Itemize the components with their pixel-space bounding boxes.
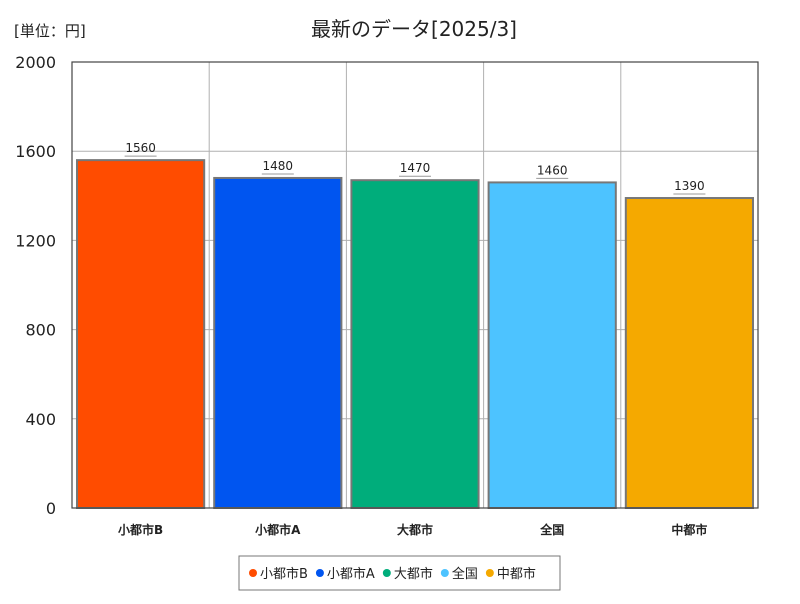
bar xyxy=(76,159,206,509)
y-tick-label: 0 xyxy=(46,499,56,518)
legend-label: 小都市A xyxy=(327,566,375,582)
tick-labels: 0 400 800 1200 1600 2000 小都市B 小都市A 大都市 全国 中都市 xyxy=(15,53,707,537)
data-label: 1470 xyxy=(400,161,431,175)
data-label: 1480 xyxy=(263,159,294,173)
legend-marker xyxy=(382,569,391,577)
y-tick-label: 800 xyxy=(25,321,56,340)
legend-label: 小都市B xyxy=(260,566,308,582)
bar xyxy=(624,197,754,509)
data-labels: 1560 1480 1470 1460 1390 xyxy=(124,141,706,195)
legend-marker xyxy=(440,569,449,577)
y-tick-label: 400 xyxy=(25,410,56,429)
legend-label: 大都市 xyxy=(394,566,433,582)
bars xyxy=(76,159,754,510)
bar xyxy=(350,179,480,509)
y-tick-label: 2000 xyxy=(15,53,56,72)
axes xyxy=(71,61,759,509)
bar xyxy=(213,176,343,510)
x-tick-label: 全国 xyxy=(539,522,564,537)
legend: 小都市B 小都市A 大都市 全国 中都市 xyxy=(238,555,561,591)
legend-marker xyxy=(249,569,257,577)
y-tick-label: 1200 xyxy=(15,231,56,250)
x-tick-label: 小都市A xyxy=(255,522,301,537)
plot-frame xyxy=(71,61,759,509)
legend-label: 全国 xyxy=(452,566,478,582)
legend-marker xyxy=(315,569,324,577)
unit-label: [単位：円] xyxy=(14,22,86,40)
x-tick-label: 小都市B xyxy=(118,522,163,537)
legend-box xyxy=(238,555,561,591)
bar xyxy=(487,181,617,509)
legend-marker xyxy=(485,569,494,577)
data-label: 1460 xyxy=(537,163,568,177)
data-label: 1390 xyxy=(674,179,705,193)
data-label: 1560 xyxy=(125,141,156,155)
chart-title: 最新のデータ[2025/3] xyxy=(311,17,517,41)
x-tick-label: 大都市 xyxy=(397,522,433,537)
y-tick-label: 1600 xyxy=(15,142,56,161)
x-tick-label: 中都市 xyxy=(671,522,707,537)
legend-label: 中都市 xyxy=(497,566,536,582)
